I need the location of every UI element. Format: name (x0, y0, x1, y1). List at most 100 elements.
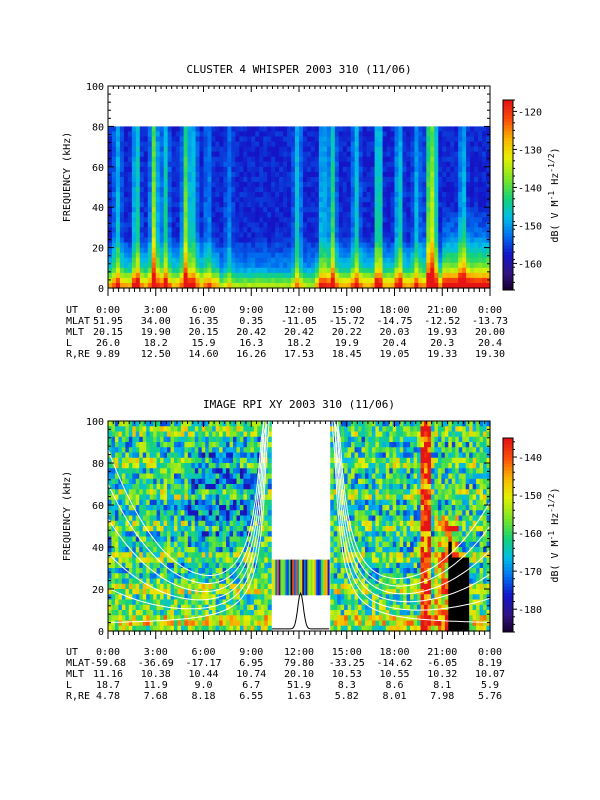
spectrogram-cell (191, 562, 196, 569)
spectrogram-cell (187, 625, 192, 632)
spectrogram-cell (123, 227, 129, 234)
spectrogram-cell (482, 252, 487, 259)
spectrogram-cell (287, 166, 292, 173)
spectrogram-cell (201, 452, 206, 459)
spectrogram-cell (183, 282, 189, 289)
spectrogram-cell (310, 257, 316, 264)
spectrogram-cell (191, 447, 196, 454)
spectrogram-cell (108, 141, 113, 148)
spectrogram-cell (354, 207, 360, 213)
spectrogram-cell (191, 277, 197, 284)
spectrogram-cell (259, 161, 264, 168)
spectrogram-cell (123, 247, 129, 254)
spectrogram-cell (330, 583, 335, 590)
spectrogram-cell (283, 202, 288, 208)
spectrogram-cell (239, 282, 244, 289)
spectrogram-cell (295, 146, 300, 153)
spectrogram-cell (271, 187, 276, 193)
spectrogram-cell (350, 192, 356, 198)
spectrogram-cell (414, 232, 419, 239)
spectrogram-cell (139, 136, 145, 143)
spectrogram-cell (346, 131, 352, 138)
spectrogram-cell (422, 257, 427, 264)
spectrogram-cell (222, 562, 227, 569)
spectrogram-cell (474, 197, 479, 203)
spectrogram-cell (132, 489, 137, 496)
spectrogram-cell (198, 604, 203, 611)
spectrogram-cell (426, 151, 431, 158)
spectrogram-cell (310, 181, 316, 188)
spectrogram-cell (207, 212, 213, 218)
spectrogram-cell (127, 166, 133, 173)
spectrogram-cell (121, 610, 126, 616)
spectrogram-cell (287, 181, 292, 188)
spectrogram-cell (283, 151, 288, 158)
spectrogram-cell (267, 151, 272, 158)
spectrogram-cell (295, 202, 300, 208)
spectrogram-cell (358, 277, 364, 284)
spectrogram-cell (446, 242, 451, 249)
spectrogram-cell (346, 207, 352, 213)
spectrogram-cell (287, 257, 292, 264)
spectrogram-cell (470, 262, 475, 269)
spectrogram-cell (236, 594, 241, 601)
spectrogram-cell (208, 520, 213, 527)
spectrogram-cell (306, 156, 312, 163)
spectrogram-cell (132, 510, 137, 517)
spectrogram-cell (227, 222, 232, 228)
spectrogram-cell (171, 156, 177, 163)
spectrogram-cell (267, 552, 272, 559)
spectrogram-cell (267, 515, 272, 522)
spectrogram-cell (247, 136, 252, 143)
spectrogram-cell (318, 197, 324, 203)
spectrogram-cell (207, 192, 213, 198)
spectrogram-cell (410, 161, 415, 168)
spectrogram-cell (338, 131, 344, 138)
spectrogram-cell (326, 207, 332, 213)
spectrogram-cell (263, 267, 268, 274)
spectrogram-cell (291, 222, 296, 228)
spectrogram-cell (263, 181, 268, 188)
spectrogram-cell (291, 257, 296, 264)
spectrogram-cell (191, 484, 196, 490)
spectrogram-cell (121, 557, 126, 564)
spectrogram-cell (243, 192, 248, 198)
spectrogram-cell (191, 457, 196, 464)
spectrogram-cell (114, 473, 120, 480)
spectrogram-cell (430, 267, 435, 274)
spectrogram-cell (246, 520, 251, 527)
spectrogram-cell (350, 217, 356, 223)
spectrogram-cell (219, 594, 224, 601)
spectrogram-cell (173, 578, 179, 585)
spectrogram-cell (231, 141, 236, 148)
spectrogram-cell (330, 166, 336, 173)
spectrogram-cell (466, 151, 471, 158)
spectrogram-cell (183, 277, 189, 284)
spectrogram-cell (219, 431, 224, 438)
spectrogram-cell (108, 499, 113, 506)
spectrogram-cell (156, 536, 161, 543)
spectrogram-cell (422, 237, 427, 244)
spectrogram-cell (283, 277, 288, 284)
spectrogram-cell (370, 141, 376, 148)
spectrogram-cell (259, 272, 264, 279)
spectrogram-cell (430, 282, 435, 289)
spectrogram-cell (402, 166, 408, 173)
spectrogram-cell (151, 227, 157, 234)
spectrogram-cell (153, 426, 158, 433)
spectrogram-cell (330, 257, 336, 264)
spectrogram-cell (466, 247, 471, 254)
spectrogram-cell (442, 257, 447, 264)
spectrogram-cell (446, 126, 451, 133)
spectrogram-cell (291, 242, 296, 249)
spectrogram-cell (406, 151, 412, 158)
spectrogram-cell (139, 232, 145, 239)
spectrogram-cell (235, 262, 240, 269)
spectrogram-cell (139, 242, 145, 249)
spectrogram-cell (212, 531, 217, 538)
spectrogram-cell (306, 262, 312, 269)
spectrogram-cell (267, 463, 272, 469)
spectrogram-cell (199, 277, 205, 284)
spectrogram-cell (159, 181, 165, 188)
spectrogram-cell (295, 131, 300, 138)
